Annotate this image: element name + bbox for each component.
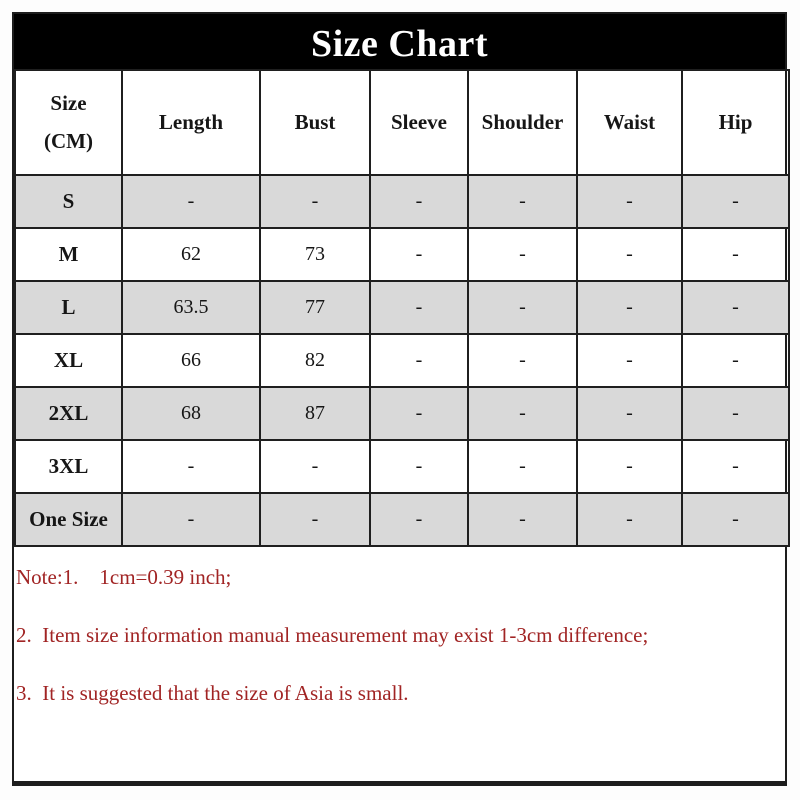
size-value-cell: - bbox=[369, 439, 469, 494]
size-value-cell: - bbox=[467, 174, 578, 229]
row-label: 2XL bbox=[14, 386, 123, 441]
table-row-s: S - - - - - - bbox=[14, 174, 790, 229]
size-value-cell: - bbox=[681, 439, 790, 494]
table-row-l: L 63.5 77 - - - - bbox=[14, 280, 790, 335]
size-table: Size (CM) Length Bust Sleeve Shoulder Wa… bbox=[14, 69, 790, 547]
note-line: 2. Item size information manual measurem… bbox=[16, 623, 649, 647]
size-value-cell: 82 bbox=[259, 333, 371, 388]
column-header-length: Length bbox=[121, 69, 261, 176]
size-value-cell: - bbox=[369, 386, 469, 441]
size-value-cell: - bbox=[576, 174, 683, 229]
title-bar: Size Chart bbox=[14, 14, 785, 69]
size-value-cell: - bbox=[467, 439, 578, 494]
size-value-cell: - bbox=[369, 227, 469, 282]
column-header-bust: Bust bbox=[259, 69, 371, 176]
size-value-cell: - bbox=[369, 333, 469, 388]
size-value-cell: - bbox=[369, 280, 469, 335]
size-value-cell: - bbox=[576, 280, 683, 335]
column-header-size: Size (CM) bbox=[14, 69, 123, 176]
size-value-cell: - bbox=[576, 386, 683, 441]
size-value-cell: - bbox=[467, 492, 578, 547]
table-row-xl: XL 66 82 - - - - bbox=[14, 333, 790, 388]
column-header-shoulder: Shoulder bbox=[467, 69, 578, 176]
size-value-cell: - bbox=[681, 333, 790, 388]
size-value-cell: - bbox=[681, 386, 790, 441]
column-header-size-line2: (CM) bbox=[44, 128, 93, 153]
size-value-cell: - bbox=[467, 333, 578, 388]
size-value-cell: - bbox=[576, 333, 683, 388]
size-value-cell: - bbox=[121, 492, 261, 547]
table-row-2xl: 2XL 68 87 - - - - bbox=[14, 386, 790, 441]
size-value-cell: - bbox=[369, 492, 469, 547]
note-line: 3. It is suggested that the size of Asia… bbox=[16, 681, 409, 705]
size-value-cell: - bbox=[681, 174, 790, 229]
size-value-cell: 77 bbox=[259, 280, 371, 335]
size-value-cell: 63.5 bbox=[121, 280, 261, 335]
notes-section: Note:1. 1cm=0.39 inch; 2. Item size info… bbox=[14, 564, 785, 707]
size-value-cell: - bbox=[121, 439, 261, 494]
size-value-cell: - bbox=[467, 227, 578, 282]
size-value-cell: - bbox=[121, 174, 261, 229]
table-row-one-size: One Size - - - - - - bbox=[14, 492, 790, 547]
table-row-3xl: 3XL - - - - - - bbox=[14, 439, 790, 494]
size-value-cell: 62 bbox=[121, 227, 261, 282]
size-value-cell: - bbox=[681, 280, 790, 335]
table-row-m: M 62 73 - - - - bbox=[14, 227, 790, 282]
row-label: M bbox=[14, 227, 123, 282]
column-header-waist: Waist bbox=[576, 69, 683, 176]
header-row: Size (CM) Length Bust Sleeve Shoulder Wa… bbox=[14, 69, 790, 176]
size-value-cell: - bbox=[681, 492, 790, 547]
size-value-cell: - bbox=[369, 174, 469, 229]
size-value-cell: - bbox=[681, 227, 790, 282]
column-header-hip: Hip bbox=[681, 69, 790, 176]
size-value-cell: - bbox=[259, 439, 371, 494]
row-label: XL bbox=[14, 333, 123, 388]
row-label: L bbox=[14, 280, 123, 335]
size-value-cell: 66 bbox=[121, 333, 261, 388]
size-value-cell: 87 bbox=[259, 386, 371, 441]
note-line: Note:1. 1cm=0.39 inch; bbox=[16, 565, 232, 589]
column-header-size-line1: Size bbox=[50, 91, 87, 116]
size-chart-panel: Size Chart Size (CM) Length Bust Sleeve … bbox=[12, 12, 790, 786]
size-value-cell: - bbox=[467, 280, 578, 335]
size-value-cell: - bbox=[576, 439, 683, 494]
row-label: One Size bbox=[14, 492, 123, 547]
size-value-cell: - bbox=[467, 386, 578, 441]
row-label: S bbox=[14, 174, 123, 229]
row-label: 3XL bbox=[14, 439, 123, 494]
size-value-cell: - bbox=[576, 492, 683, 547]
size-value-cell: 68 bbox=[121, 386, 261, 441]
size-value-cell: - bbox=[576, 227, 683, 282]
column-header-sleeve: Sleeve bbox=[369, 69, 469, 176]
size-value-cell: - bbox=[259, 174, 371, 229]
chart-title: Size Chart bbox=[310, 22, 489, 65]
size-value-cell: - bbox=[259, 492, 371, 547]
size-value-cell: 73 bbox=[259, 227, 371, 282]
